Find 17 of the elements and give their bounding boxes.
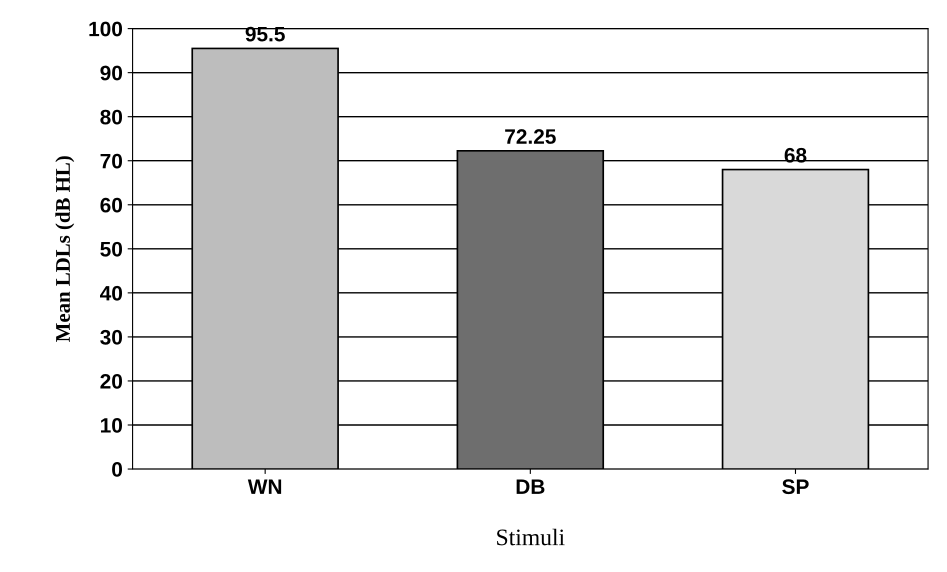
x-tick-label: SP [782,479,809,494]
y-tick-label: 60 [100,198,122,213]
y-tick-label: 90 [100,66,122,80]
x-tick-label: WN [248,480,282,494]
y-tick-label: 70 [100,154,122,168]
y-tick-label: 30 [100,330,122,345]
x-axis-title: Stimuli [497,528,565,546]
y-tick-label: 100 [89,22,122,36]
x-tick-label: DB [516,480,544,494]
y-tick-label: 80 [100,110,122,124]
y-tick-label: 50 [100,242,122,257]
y-axis-title: Mean LDLs (dB HL) [55,156,74,342]
data-label: 72.25 [505,129,556,144]
y-tick-label: 20 [100,374,122,389]
y-tick-label: 40 [100,286,122,301]
y-tick-label: 10 [101,418,122,433]
y-tick-label: 0 [112,462,122,477]
